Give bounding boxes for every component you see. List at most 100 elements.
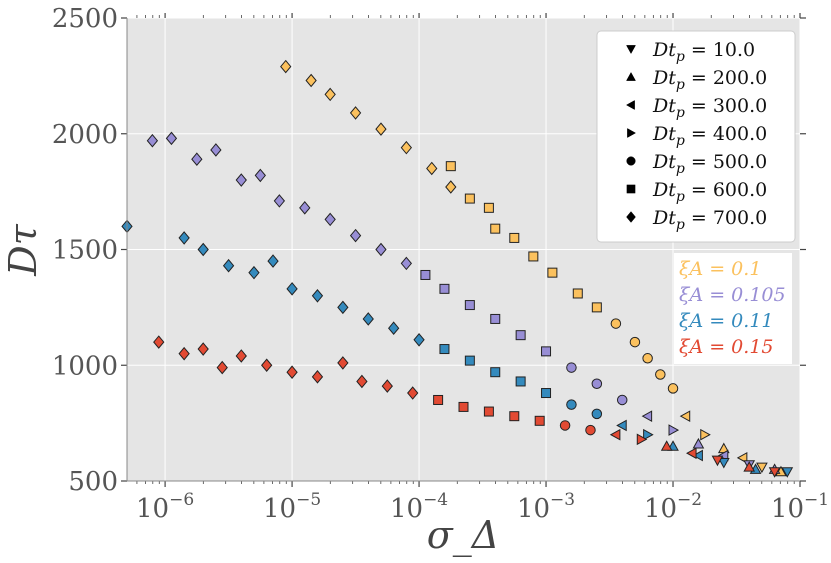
data-point	[692, 449, 703, 462]
data-point	[509, 232, 520, 243]
annotation-label: ξA = 0.15	[679, 336, 774, 358]
data-point	[515, 376, 526, 387]
data-point	[267, 254, 279, 268]
data-point	[541, 346, 552, 357]
data-point	[743, 461, 756, 472]
data-point	[400, 256, 413, 271]
data-point	[541, 388, 552, 399]
data-point	[642, 353, 653, 364]
data-point	[655, 369, 666, 380]
data-point	[197, 342, 209, 356]
data-point	[420, 269, 431, 280]
data-point	[781, 467, 794, 478]
data-point	[248, 265, 260, 280]
data-point	[362, 312, 374, 326]
data-point	[692, 437, 705, 449]
legend-box	[596, 30, 796, 243]
data-point	[191, 152, 203, 166]
data-point	[381, 379, 393, 393]
data-point	[178, 346, 190, 361]
legend-label: Dtp = 700.0	[652, 207, 767, 233]
data-point	[700, 428, 711, 441]
data-point	[559, 420, 571, 431]
data-point	[178, 231, 190, 245]
axis-ticks	[121, 13, 806, 487]
data-point	[235, 349, 247, 363]
data-point	[165, 131, 178, 146]
data-point	[483, 202, 494, 213]
data-point	[528, 251, 539, 262]
data-point	[375, 242, 387, 257]
annotation-label: ξA = 0.105	[679, 284, 786, 306]
data-point	[439, 283, 450, 294]
data-point	[629, 336, 641, 348]
legend-marker-icon	[625, 100, 635, 110]
data-point	[337, 300, 349, 315]
x-tick-label: 10−6	[136, 490, 194, 524]
legend-label: Dtp = 400.0	[652, 123, 767, 149]
annotation-box	[674, 253, 792, 364]
color-annotations: ξA = 0.1 ξA = 0.105 ξA = 0.11 ξA = 0.15	[674, 253, 792, 364]
data-point	[324, 87, 336, 102]
x-axis-label: σ_Δ	[427, 513, 499, 558]
data-point	[337, 356, 349, 370]
data-point	[197, 242, 209, 257]
legend-marker-icon	[626, 184, 636, 194]
data-point	[464, 193, 475, 204]
data-point	[566, 362, 577, 373]
data-point	[445, 180, 457, 194]
data-point	[433, 394, 444, 405]
data-point	[610, 318, 622, 329]
data-point	[679, 410, 691, 423]
y-tick-label: 1000	[52, 351, 118, 381]
data-point	[286, 365, 298, 379]
data-point	[490, 223, 501, 234]
x-tick-label: 10−1	[771, 490, 829, 524]
legend-marker-icon	[626, 71, 636, 81]
data-point	[616, 419, 627, 432]
x-tick-label: 10−4	[390, 490, 448, 524]
legend-marker-icon	[627, 128, 637, 138]
y-tick-label: 1500	[52, 236, 118, 266]
data-point	[280, 59, 292, 74]
legend-marker-icon	[626, 211, 636, 223]
data-point	[464, 355, 475, 366]
data-point	[509, 411, 520, 422]
data-point	[286, 282, 298, 296]
data-point	[711, 455, 724, 467]
data-point	[311, 289, 324, 303]
data-point	[235, 173, 247, 187]
legend-marker-icon	[626, 156, 636, 166]
data-point	[426, 161, 438, 176]
legend-label: Dtp = 300.0	[652, 95, 767, 121]
data-point	[445, 161, 456, 172]
y-tick-label: 2500	[52, 4, 118, 34]
data-point	[490, 367, 501, 378]
data-point	[439, 344, 450, 355]
data-point	[210, 143, 222, 157]
y-tick-label: 500	[68, 467, 118, 497]
data-point	[717, 457, 730, 469]
data-point	[490, 313, 501, 324]
data-point	[216, 360, 228, 375]
annotation-label: ξA = 0.1	[679, 258, 761, 280]
data-point	[349, 228, 362, 243]
data-point	[566, 399, 577, 410]
data-point	[609, 428, 621, 441]
data-point	[375, 122, 387, 136]
data-point	[572, 288, 583, 299]
data-point	[388, 321, 400, 335]
data-point	[534, 415, 545, 426]
y-tick-labels: 500 1000 1500 2000 2500	[52, 4, 118, 497]
data-point	[324, 212, 336, 227]
annotation-label: ξA = 0.11	[679, 310, 774, 332]
x-tick-label: 10−2	[644, 490, 702, 524]
data-point	[400, 140, 413, 155]
x-tick-label: 10−3	[517, 490, 575, 524]
x-tick-label: 10−5	[263, 490, 321, 524]
data-point	[667, 383, 679, 394]
data-point	[356, 374, 368, 389]
legend-label: Dtp = 600.0	[652, 179, 767, 205]
data-point	[407, 386, 419, 400]
